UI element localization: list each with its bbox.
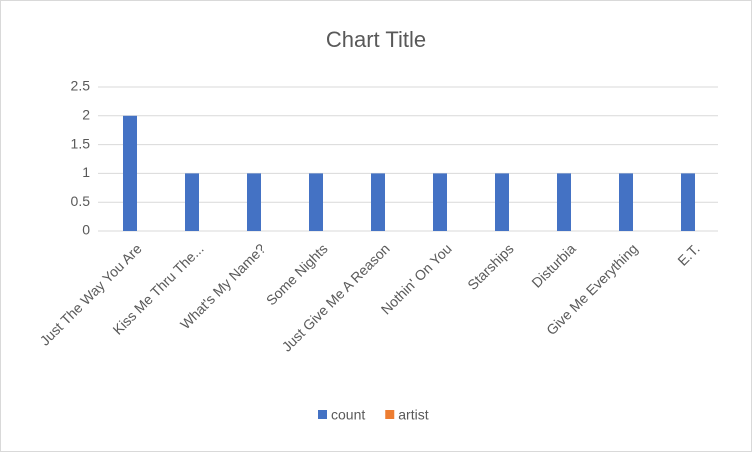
- bar: [309, 173, 323, 231]
- y-tick-label: 0: [82, 222, 90, 238]
- legend-swatch: [385, 410, 395, 419]
- y-tick-label: 2: [82, 107, 90, 123]
- legend-swatch: [318, 410, 327, 419]
- bar: [371, 173, 385, 231]
- y-tick-label: 0.5: [71, 193, 91, 209]
- bar: [681, 173, 695, 231]
- legend-label: count: [331, 407, 365, 423]
- bar: [557, 173, 571, 231]
- y-tick-label: 1: [82, 164, 90, 180]
- bar: [495, 173, 509, 231]
- y-tick-label: 2.5: [71, 78, 91, 94]
- bar: [185, 173, 199, 231]
- bar: [433, 173, 447, 231]
- bar: [247, 173, 261, 231]
- bar: [619, 173, 633, 231]
- chart-title: Chart Title: [326, 27, 426, 52]
- bar: [123, 115, 137, 231]
- y-tick-label: 1.5: [71, 135, 91, 151]
- legend-label: artist: [398, 407, 428, 423]
